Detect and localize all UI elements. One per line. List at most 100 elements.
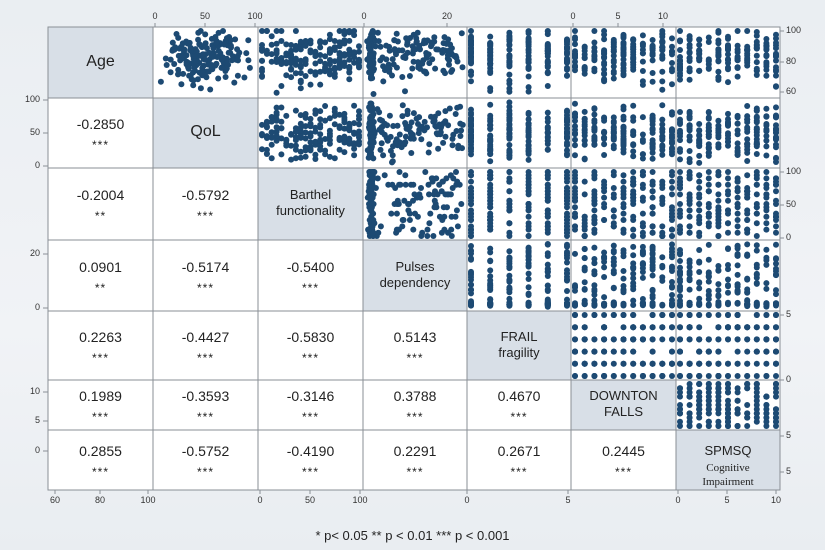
scatter-point xyxy=(341,149,348,156)
scatter-point xyxy=(163,62,170,68)
scatter-point xyxy=(773,260,779,267)
scatter-point xyxy=(487,143,494,150)
scatter-point xyxy=(773,72,779,79)
scatter-point xyxy=(564,259,570,266)
scatter-point xyxy=(438,122,445,129)
scatter-point xyxy=(649,141,656,147)
scatter-point xyxy=(773,385,779,392)
scatter-point xyxy=(677,312,683,318)
scatter-point xyxy=(669,324,675,331)
scatter-point xyxy=(215,75,222,82)
scatter-point xyxy=(725,283,731,290)
scatter-point xyxy=(322,151,329,158)
scatter-point xyxy=(705,393,712,400)
scatter-point xyxy=(649,336,656,343)
scatter-point xyxy=(197,85,204,92)
correlation-value: -0.5752 xyxy=(181,443,230,459)
scatter-point xyxy=(384,122,391,129)
scatter-point xyxy=(677,389,683,396)
scatter-point xyxy=(763,105,770,112)
scatter-point xyxy=(734,385,741,392)
scatter-point xyxy=(686,312,693,318)
matrix-cell xyxy=(675,310,781,381)
scatter-point xyxy=(259,47,265,54)
scatter-point xyxy=(448,45,455,52)
scatter-point xyxy=(572,197,578,204)
scatter-point xyxy=(218,56,225,63)
scatter-point xyxy=(725,181,731,188)
axis-tick-label: 20 xyxy=(29,248,40,258)
scatter-point xyxy=(659,39,666,46)
scatter-point xyxy=(725,79,731,86)
scatter-point xyxy=(659,324,666,331)
diagonal-cell xyxy=(675,429,781,491)
scatter-point xyxy=(388,210,395,217)
scatter-point xyxy=(620,348,627,355)
scatter-point xyxy=(620,149,627,156)
scatter-point xyxy=(468,115,474,122)
scatter-point xyxy=(601,294,608,301)
scatter-point xyxy=(506,255,513,261)
scatter-point xyxy=(572,348,578,355)
scatter-point xyxy=(544,268,551,275)
scatter-point xyxy=(175,71,181,78)
matrix-cell xyxy=(466,239,572,312)
scatter-point xyxy=(659,277,666,284)
scatter-point xyxy=(725,410,731,417)
scatter-point xyxy=(410,47,417,54)
scatter-point xyxy=(346,135,353,142)
scatter-point xyxy=(696,172,703,179)
scatter-point xyxy=(610,36,617,43)
scatter-point xyxy=(753,312,760,318)
scatter-point xyxy=(630,348,637,355)
scatter-point xyxy=(506,263,513,270)
axis-tick-label: 0 xyxy=(152,11,158,21)
scatter-point xyxy=(620,39,627,46)
scatter-point xyxy=(630,148,637,155)
scatter-point xyxy=(677,324,683,331)
scatter-point xyxy=(601,249,608,256)
scatter-point xyxy=(686,133,693,140)
scatter-point xyxy=(677,191,683,198)
scatter-point xyxy=(639,58,646,65)
scatter-point xyxy=(312,107,319,114)
scatter-point xyxy=(773,410,779,417)
scatter-point xyxy=(326,36,333,43)
matrix-cell xyxy=(152,167,259,241)
scatter-point xyxy=(601,373,608,379)
scatter-point xyxy=(201,72,208,79)
scatter-point xyxy=(341,133,348,140)
axis-tick-label: 50 xyxy=(199,11,210,21)
scatter-point xyxy=(753,140,760,147)
scatter-point xyxy=(581,324,588,331)
scatter-point xyxy=(725,110,731,117)
correlation-cell: 0.5143 *** xyxy=(363,329,467,365)
scatter-point xyxy=(439,178,446,185)
axis-tick-label: 0 xyxy=(675,495,681,505)
scatter-point xyxy=(297,120,304,127)
scatter-point xyxy=(686,68,693,75)
scatter-point xyxy=(725,51,731,58)
scatter-point xyxy=(525,64,532,71)
scatter-point xyxy=(468,56,474,62)
scatter-point xyxy=(669,251,675,258)
scatter-point xyxy=(487,257,494,264)
scatter-point xyxy=(356,56,362,63)
scatter-point xyxy=(312,71,319,78)
scatter-point xyxy=(506,301,513,308)
scatter-point xyxy=(649,70,656,76)
scatter-point xyxy=(544,137,551,144)
scatter-point xyxy=(734,114,741,121)
scatter-point xyxy=(696,348,703,355)
scatter-point xyxy=(686,418,693,425)
scatter-point xyxy=(677,54,683,60)
scatter-point xyxy=(307,40,314,47)
scatter-point xyxy=(572,223,578,230)
scatter-point xyxy=(292,28,299,34)
variable-label: FRAIL fragility xyxy=(467,329,571,361)
scatter-point xyxy=(410,226,417,233)
scatter-point xyxy=(440,139,447,146)
scatter-point xyxy=(649,204,656,211)
scatter-point xyxy=(649,52,656,59)
scatter-point xyxy=(734,73,741,80)
